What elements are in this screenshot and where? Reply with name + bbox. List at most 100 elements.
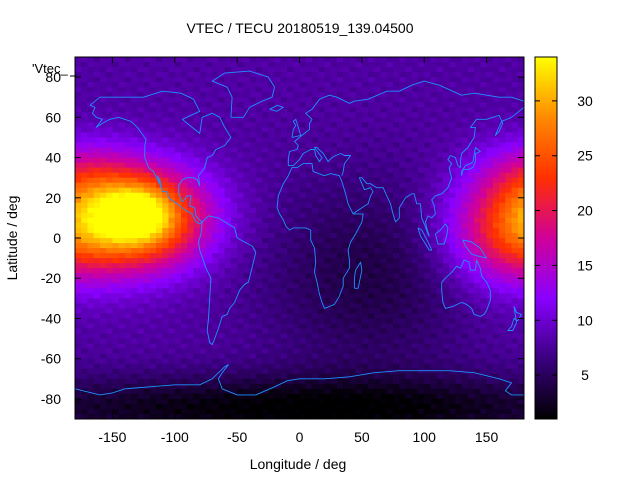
heatmap-cell <box>280 308 288 315</box>
heatmap-cell <box>411 313 419 320</box>
heatmap-cell <box>430 157 438 164</box>
heatmap-cell <box>424 403 432 410</box>
heatmap-cell <box>224 137 232 144</box>
heatmap-cell <box>442 403 450 410</box>
heatmap-cell <box>436 127 444 134</box>
heatmap-cell <box>99 72 107 78</box>
heatmap-cell <box>93 232 101 239</box>
heatmap-cell <box>442 227 450 234</box>
heatmap-cell <box>224 293 232 299</box>
heatmap-cell <box>75 212 82 219</box>
heatmap-cell <box>361 373 369 380</box>
heatmap-cell <box>187 127 195 134</box>
heatmap-cell <box>492 82 500 88</box>
heatmap-cell <box>311 393 319 400</box>
heatmap-cell <box>305 353 313 360</box>
heatmap-cell <box>212 72 220 78</box>
heatmap-cell <box>368 67 375 73</box>
heatmap-cell <box>162 92 170 98</box>
heatmap-cell <box>287 283 294 289</box>
heatmap-cell <box>137 132 145 139</box>
heatmap-cell <box>131 217 138 224</box>
heatmap-cell <box>87 413 95 419</box>
heatmap-cell <box>255 408 263 415</box>
heatmap-cell <box>499 373 506 380</box>
heatmap-cell <box>181 258 188 264</box>
heatmap-cell <box>455 97 463 103</box>
heatmap-cell <box>411 248 419 254</box>
heatmap-cell <box>93 238 101 244</box>
heatmap-cell <box>106 353 114 360</box>
heatmap-cell <box>143 97 151 103</box>
heatmap-cell <box>455 137 463 144</box>
heatmap-cell <box>336 408 344 415</box>
heatmap-cell <box>430 102 438 108</box>
heatmap-cell <box>380 268 388 274</box>
heatmap-cell <box>386 393 394 400</box>
heatmap-cell <box>499 268 506 274</box>
heatmap-cell <box>417 152 425 159</box>
heatmap-cell <box>131 57 138 63</box>
heatmap-cell <box>324 413 332 419</box>
heatmap-cell <box>380 207 388 214</box>
heatmap-cell <box>293 273 301 279</box>
heatmap-cell <box>461 298 469 304</box>
heatmap-cell <box>218 318 226 325</box>
heatmap-cell <box>336 338 344 345</box>
heatmap-cell <box>230 353 238 360</box>
heatmap-cell <box>467 388 475 395</box>
heatmap-cell <box>417 348 425 355</box>
heatmap-cell <box>143 92 151 98</box>
heatmap-cell <box>212 373 220 380</box>
heatmap-cell <box>461 97 469 103</box>
heatmap-cell <box>193 152 201 159</box>
heatmap-cell <box>249 137 257 144</box>
heatmap-cell <box>243 353 251 360</box>
heatmap-cell <box>492 102 500 108</box>
heatmap-cell <box>162 253 170 259</box>
heatmap-cell <box>417 182 425 189</box>
heatmap-cell <box>293 212 301 219</box>
heatmap-cell <box>224 67 232 73</box>
heatmap-cell <box>393 353 400 360</box>
heatmap-cell <box>255 278 263 284</box>
heatmap-cell <box>486 82 494 88</box>
heatmap-cell <box>355 368 363 375</box>
heatmap-cell <box>75 313 82 320</box>
heatmap-cell <box>81 102 89 108</box>
heatmap-cell <box>411 343 419 350</box>
heatmap-cell <box>386 273 394 279</box>
heatmap-cell <box>87 167 95 174</box>
heatmap-cell <box>393 127 400 134</box>
heatmap-cell <box>156 408 163 415</box>
heatmap-cell <box>393 222 400 229</box>
heatmap-cell <box>218 238 226 244</box>
heatmap-cell <box>205 72 213 78</box>
heatmap-cell <box>149 243 157 249</box>
heatmap-cell <box>87 112 95 118</box>
heatmap-cell <box>305 77 313 83</box>
heatmap-cell <box>212 263 220 269</box>
heatmap-cell <box>262 157 269 164</box>
heatmap-cell <box>311 398 319 405</box>
heatmap-cell <box>212 363 220 370</box>
heatmap-cell <box>118 77 126 83</box>
heatmap-cell <box>131 147 138 154</box>
heatmap-cell <box>268 248 276 254</box>
heatmap-cell <box>343 227 350 234</box>
heatmap-cell <box>99 323 107 330</box>
heatmap-cell <box>368 383 375 390</box>
heatmap-cell <box>361 177 369 184</box>
heatmap-cell <box>461 393 469 400</box>
heatmap-cell <box>106 122 114 128</box>
heatmap-cell <box>218 408 226 415</box>
heatmap-cell <box>343 293 350 299</box>
heatmap-cell <box>193 273 201 279</box>
heatmap-cell <box>399 303 407 309</box>
heatmap-cell <box>162 378 170 385</box>
heatmap-cell <box>243 192 251 199</box>
heatmap-cell <box>393 132 400 139</box>
heatmap-cell <box>249 222 257 229</box>
heatmap-cell <box>368 368 375 375</box>
heatmap-cell <box>405 278 413 284</box>
